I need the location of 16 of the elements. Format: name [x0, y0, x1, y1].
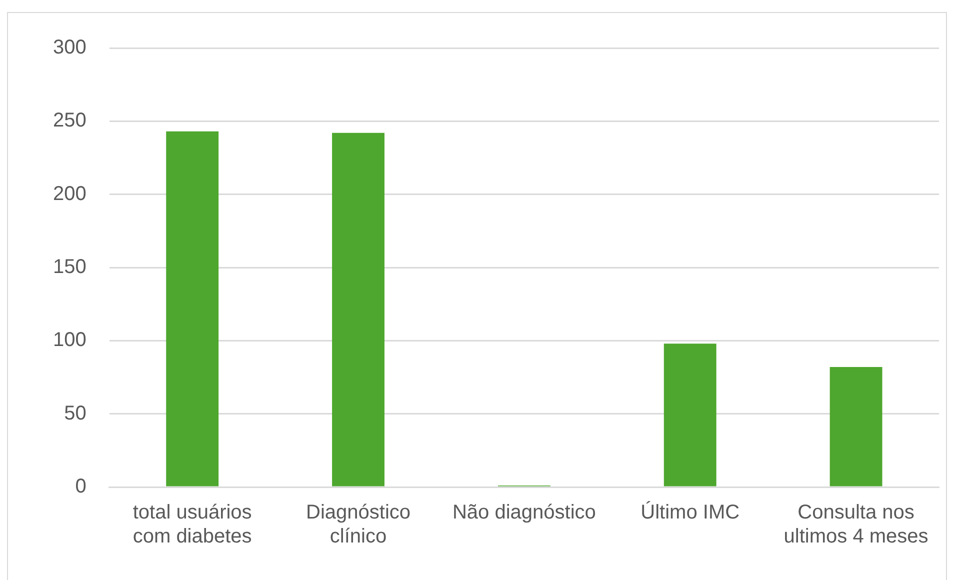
y-tick-label: 150	[52, 256, 86, 278]
bar	[332, 132, 384, 486]
bar	[664, 344, 716, 486]
x-tick-label: Último IMC	[640, 500, 740, 524]
y-tick-label: 250	[52, 110, 86, 132]
y-tick-label: 200	[52, 182, 86, 205]
bar	[830, 367, 882, 486]
x-tick-label: Diagnóstico clínico	[306, 502, 411, 548]
x-tick-label: Não diagnóstico	[452, 502, 596, 524]
bar	[166, 131, 219, 486]
y-tick-label: 50	[64, 402, 86, 424]
y-tick-label: 0	[75, 476, 86, 498]
x-tick-label: total usuários com diabetes	[132, 502, 252, 548]
x-tick-label: Consulta nos ultimos 4 meses	[784, 502, 928, 548]
y-tick-label: 300	[52, 36, 86, 59]
y-tick-label: 100	[52, 329, 86, 352]
